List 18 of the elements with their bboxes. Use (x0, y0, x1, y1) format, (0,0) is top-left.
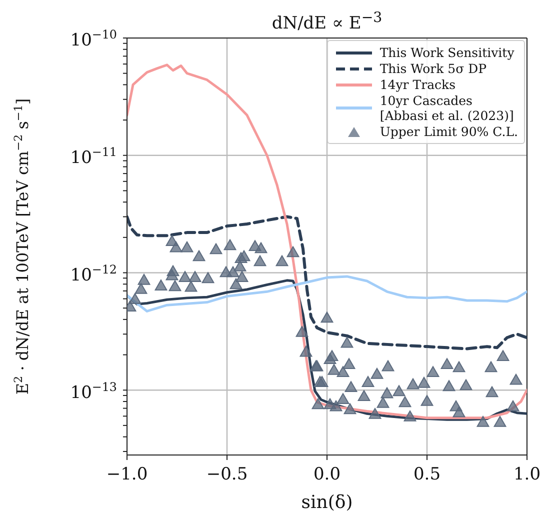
x-axis-title: sin(δ) (301, 492, 353, 513)
legend-label: Upper Limit 90% C.L. (380, 124, 518, 139)
chart-title: dN/dE ∝ E$^{−3}$ (270, 10, 384, 34)
legend-label: 14yr Tracks (380, 77, 456, 92)
legend-label: This Work 5σ DP (380, 61, 487, 76)
x-tick-label: 0.0 (313, 464, 341, 485)
x-tick-label: −1.0 (106, 464, 148, 485)
y-tick-label: 10$^{−12}$ (70, 262, 117, 286)
x-tick-label: 0.5 (413, 464, 441, 485)
line-series (127, 275, 527, 312)
legend-label: This Work Sensitivity (380, 45, 514, 60)
x-tick-label: −0.5 (206, 464, 248, 485)
line-series (127, 215, 527, 350)
y-tick-label: 10$^{−10}$ (70, 28, 117, 51)
legend-label: 10yr Cascades [Abbasi et al. (2023)] (380, 93, 514, 123)
x-tick-label: 1.0 (513, 464, 541, 485)
y-tick-label: 10$^{−11}$ (70, 145, 117, 168)
y-tick-label: 10$^{−13}$ (70, 380, 117, 403)
